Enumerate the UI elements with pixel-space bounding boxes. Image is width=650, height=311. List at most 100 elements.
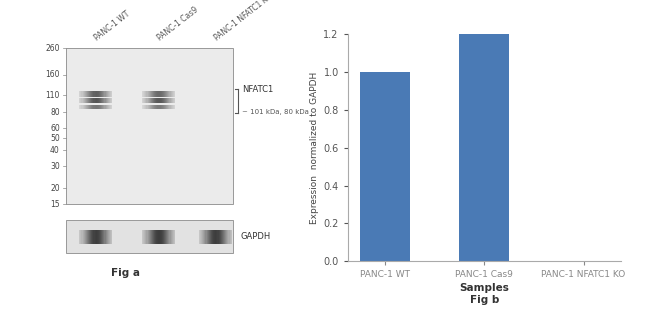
Bar	[111, 98, 112, 103]
Bar	[150, 230, 151, 244]
Bar	[221, 230, 222, 244]
Text: 160: 160	[46, 70, 60, 79]
Bar	[151, 105, 152, 109]
Bar	[174, 230, 175, 244]
Text: 30: 30	[50, 162, 60, 171]
Bar	[174, 91, 175, 97]
Bar	[108, 98, 109, 103]
Bar	[144, 105, 146, 109]
Bar	[222, 230, 223, 244]
Bar	[102, 98, 103, 103]
Bar	[101, 91, 102, 97]
Bar	[107, 105, 108, 109]
Bar	[153, 91, 154, 97]
Bar	[157, 91, 159, 97]
Bar	[166, 91, 167, 97]
Bar	[95, 91, 96, 97]
Bar	[98, 98, 99, 103]
Bar	[87, 105, 88, 109]
Bar	[212, 230, 213, 244]
Bar	[90, 105, 91, 109]
Bar	[161, 91, 162, 97]
Bar	[218, 230, 220, 244]
Bar	[202, 230, 203, 244]
Bar	[99, 98, 100, 103]
Bar	[163, 91, 164, 97]
Bar	[156, 98, 157, 103]
Bar	[111, 91, 112, 97]
Bar	[84, 230, 86, 244]
Text: 260: 260	[46, 44, 60, 53]
Bar	[110, 105, 111, 109]
Bar	[142, 91, 143, 97]
Bar	[143, 105, 144, 109]
Bar	[102, 91, 103, 97]
Bar	[199, 230, 200, 244]
Bar	[99, 105, 100, 109]
Bar	[79, 105, 81, 109]
Bar	[156, 105, 157, 109]
Bar	[161, 230, 162, 244]
Bar	[170, 230, 172, 244]
Bar	[225, 230, 226, 244]
Bar	[154, 105, 155, 109]
Bar	[102, 230, 103, 244]
Bar	[96, 230, 97, 244]
Bar	[86, 98, 87, 103]
Bar	[148, 91, 149, 97]
Bar	[90, 230, 91, 244]
Bar	[167, 105, 168, 109]
Bar	[154, 91, 155, 97]
Bar	[146, 98, 148, 103]
Text: ~ 101 kDa, 80 kDa: ~ 101 kDa, 80 kDa	[242, 109, 309, 115]
Bar	[165, 105, 166, 109]
Text: 50: 50	[50, 134, 60, 143]
Bar	[220, 230, 221, 244]
Bar	[149, 91, 150, 97]
Bar	[89, 230, 90, 244]
Bar	[173, 98, 174, 103]
Bar	[91, 98, 92, 103]
Bar	[149, 105, 150, 109]
Bar	[142, 105, 143, 109]
Bar	[152, 230, 153, 244]
Text: 15: 15	[50, 200, 60, 208]
Bar	[103, 105, 105, 109]
Bar	[109, 105, 110, 109]
Bar	[91, 230, 92, 244]
Bar	[83, 91, 84, 97]
Bar	[88, 91, 89, 97]
Bar	[159, 230, 161, 244]
Bar	[84, 105, 86, 109]
Bar	[81, 105, 83, 109]
Bar	[96, 105, 97, 109]
Bar	[148, 230, 149, 244]
Bar	[155, 230, 156, 244]
Bar	[84, 98, 85, 103]
Bar	[170, 91, 172, 97]
Bar	[150, 98, 151, 103]
Bar	[154, 98, 155, 103]
Bar	[149, 98, 150, 103]
Bar	[91, 105, 92, 109]
Bar	[86, 91, 87, 97]
Bar	[165, 91, 166, 97]
Bar	[91, 91, 92, 97]
Bar	[163, 105, 164, 109]
Bar	[79, 98, 81, 103]
Bar	[81, 230, 83, 244]
Bar	[79, 230, 81, 244]
Bar	[101, 98, 102, 103]
Bar	[146, 91, 148, 97]
Bar	[170, 98, 172, 103]
Bar	[146, 105, 148, 109]
Bar	[92, 105, 94, 109]
Bar	[172, 91, 173, 97]
Bar	[162, 105, 163, 109]
Bar	[172, 105, 173, 109]
Bar	[143, 230, 144, 244]
Bar	[99, 230, 100, 244]
Bar	[154, 230, 155, 244]
Bar	[157, 230, 159, 244]
Bar	[98, 105, 99, 109]
